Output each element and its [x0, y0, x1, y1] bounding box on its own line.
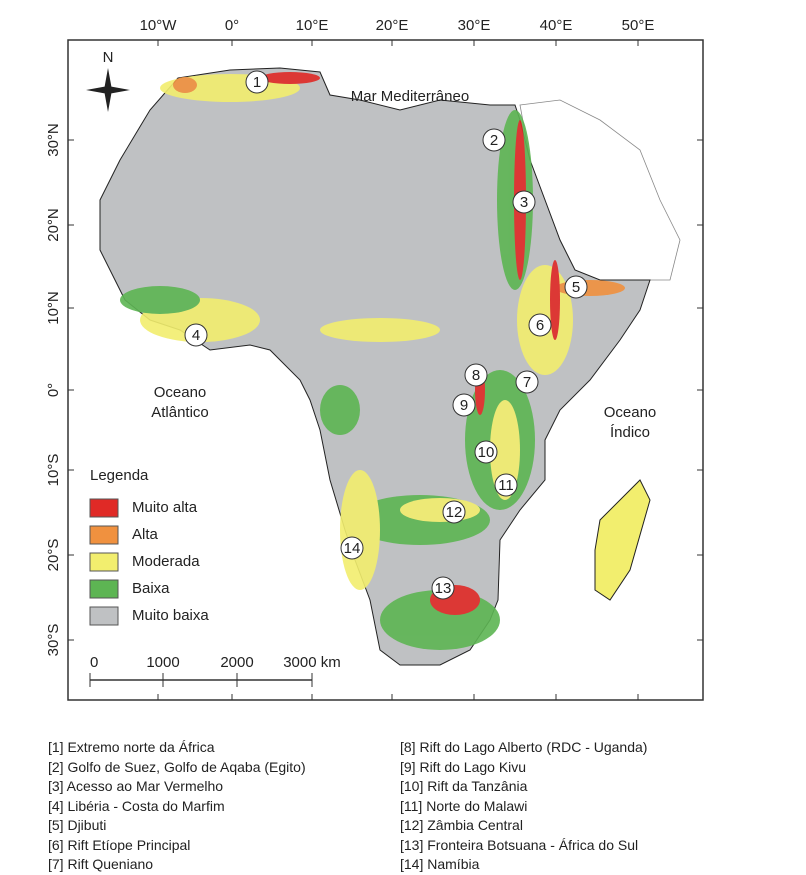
marker [564, 275, 588, 299]
legend-label: Alta [132, 526, 159, 543]
marker-label: 4 [192, 327, 200, 344]
marker-label: 10 [478, 444, 495, 461]
note: [6] Rift Etíope Principal [48, 836, 191, 853]
note: [12] Zâmbia Central [400, 817, 523, 833]
scale-label: 0 [90, 654, 98, 671]
north-label: N [103, 49, 114, 66]
marker [431, 576, 455, 600]
marker-label: 2 [490, 132, 498, 149]
marker [474, 440, 498, 464]
note: [4] Libéria - Costa do Marfim [48, 797, 225, 814]
legend-swatch [89, 525, 119, 545]
legend-swatch [89, 579, 119, 599]
sea-label: Oceano [154, 384, 207, 401]
marker [528, 313, 552, 337]
marker-label: 9 [460, 397, 468, 414]
marker-label: 7 [523, 374, 531, 391]
legend-swatch [89, 552, 119, 572]
x-tick-label: 20°E [376, 17, 409, 34]
madagascar [594, 479, 651, 601]
notes-right: [8] Rift do Lago Alberto (RDC - Uganda) [… [400, 738, 647, 875]
marker [340, 536, 364, 560]
sea-label: Mar Mediterrâneo [351, 88, 469, 105]
marker [482, 128, 506, 152]
marker-label: 12 [446, 504, 463, 521]
note: [3] Acesso ao Mar Vermelho [48, 778, 224, 794]
marker [515, 370, 539, 394]
y-tick-label: 30°N [45, 123, 62, 157]
y-tick-label: 10°N [45, 291, 62, 325]
scale-label: 1000 [146, 654, 179, 671]
note: [8] Rift do Lago Alberto (RDC - Uganda) [400, 739, 648, 755]
compass [86, 68, 130, 112]
legend-label: Muito alta [132, 499, 198, 516]
scale-label: 3000 km [283, 654, 341, 671]
legend-swatch [89, 498, 119, 518]
sea-label: Oceano [604, 404, 657, 421]
marker [184, 323, 208, 347]
marker-label: 1 [253, 74, 261, 91]
x-tick-label: 40°E [540, 17, 573, 34]
marker [245, 70, 269, 94]
legend-title: Legenda [90, 467, 149, 484]
note: [5] Djibuti [48, 817, 107, 833]
marker [512, 190, 536, 214]
marker-label: 3 [520, 194, 528, 211]
x-tick-label: 10°E [296, 17, 329, 34]
legend-swatch [89, 606, 119, 626]
map: 10°W 0° 10°E 20°E 30°E 40°E 50°E 30°N 20°N 10°N 0°… [45, 17, 704, 701]
x-tick-label: 30°E [458, 17, 491, 34]
note: [7] Rift Queniano [48, 856, 154, 872]
marker-label: 13 [435, 580, 452, 597]
marker-label: 8 [472, 367, 480, 384]
y-tick-label: 30°S [45, 624, 62, 657]
marker [464, 363, 488, 387]
note: [13] Fronteira Botsuana - África do Sul [400, 836, 639, 853]
note: [11] Norte do Malawi [400, 797, 528, 814]
note: [2] Golfo de Suez, Golfo de Aqaba (Egito… [48, 758, 306, 775]
notes-left: [1] Extremo norte da África [2] Golfo de … [48, 738, 306, 875]
scale-label: 2000 [220, 654, 253, 671]
marker-label: 5 [572, 279, 580, 296]
y-tick-label: 0° [45, 383, 62, 397]
marker [494, 473, 518, 497]
note: [14] Namíbia [400, 856, 480, 872]
y-tick-label: 20°S [45, 539, 62, 572]
marker [442, 500, 466, 524]
legend-label: Muito baixa [132, 607, 209, 624]
note: [10] Rift da Tanzânia [400, 778, 528, 794]
x-tick-label: 50°E [622, 17, 655, 34]
marker [452, 393, 476, 417]
legend-label: Moderada [132, 553, 200, 570]
note: [9] Rift do Lago Kivu [400, 758, 527, 775]
note: [1] Extremo norte da África [48, 739, 215, 755]
sea-label: Índico [610, 424, 650, 441]
x-tick-label: 10°W [140, 17, 178, 34]
x-tick-label: 0° [225, 17, 239, 34]
legend-label: Baixa [132, 580, 170, 597]
sea-label: Atlântico [151, 404, 209, 421]
marker-label: 14 [344, 540, 361, 557]
marker-label: 11 [498, 477, 514, 494]
marker-label: 6 [536, 317, 544, 334]
y-tick-label: 10°S [45, 454, 62, 487]
y-tick-label: 20°N [45, 208, 62, 242]
